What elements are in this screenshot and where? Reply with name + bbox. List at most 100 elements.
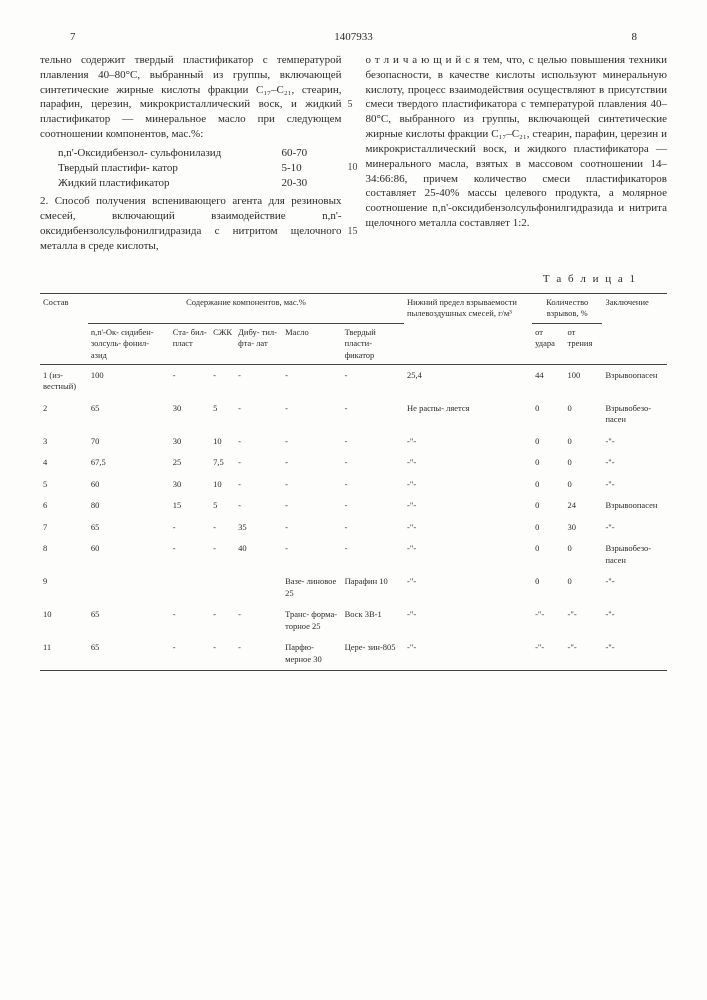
table-cell: 60 [88,538,170,571]
table-label: Т а б л и ц а 1 [40,272,637,287]
table-cell: Взрывобезо- пасен [602,398,667,431]
table-cell: 10 [40,604,88,637]
table-cell: 100 [88,365,170,398]
th-e1: от удара [532,323,564,364]
table-cell: 0 [532,538,564,571]
table-cell: -"- [404,517,532,538]
table-cell: -"- [404,452,532,473]
table-row: 1 (из- вестный)100-----25,444100Взрывооп… [40,365,667,398]
table-cell: 4 [40,452,88,473]
table-cell: - [235,365,282,398]
doc-number: 1407933 [334,30,373,45]
table-cell: - [342,398,404,431]
table-cell: 0 [532,431,564,452]
table-cell: Транс- форма- торное 25 [282,604,341,637]
table-cell: 0 [565,571,603,604]
table-cell: -"- [602,604,667,637]
table-cell: 5 [210,398,235,431]
table-cell: 0 [532,398,564,431]
table-cell: 0 [532,452,564,473]
comp-value: 20-30 [282,176,342,191]
page-num-right: 8 [632,30,638,45]
table-cell: - [342,431,404,452]
table-cell: - [342,452,404,473]
table-cell: 0 [565,474,603,495]
left-para-1: тельно содержит твердый пластификатор с … [40,53,342,142]
table-cell: 0 [532,474,564,495]
th-sostav: Состав [40,293,88,364]
table-cell: - [282,474,341,495]
table-cell: Цере- зин-805 [342,637,404,670]
table-cell: -"- [404,637,532,670]
table-cell: - [282,517,341,538]
th-concl: Заключение [602,293,667,364]
table-cell: -"- [404,474,532,495]
table-cell: - [235,452,282,473]
table-cell: 70 [88,431,170,452]
th-c3: СЖК [210,323,235,364]
table-cell: -"- [602,452,667,473]
table-cell: - [170,637,210,670]
table-cell: Вазе- линовое 25 [282,571,341,604]
table-cell: Взрывоопасен [602,495,667,516]
th-c2: Ста- бил- пласт [170,323,210,364]
table-cell: - [282,431,341,452]
table-cell: -"- [565,637,603,670]
right-para: о т л и ч а ю щ и й с я тем, что, с цель… [366,53,668,231]
table-cell: -"- [404,604,532,637]
table-cell: - [210,517,235,538]
table-cell: - [170,517,210,538]
table-cell: 11 [40,637,88,670]
table-cell: 0 [565,431,603,452]
table-cell: - [342,517,404,538]
table-cell: - [342,538,404,571]
table-row: 1165---Парфю- мерное 30Цере- зин-805-"--… [40,637,667,670]
table-cell: 30 [170,431,210,452]
table-cell: -"- [532,637,564,670]
table-row: 265305---Не распы- ляется00Взрывобезо- п… [40,398,667,431]
th-c6: Твердый пласти- фикатор [342,323,404,364]
table-row: 467,5257,5----"-00-"- [40,452,667,473]
left-para-2: 2. Способ получения вспенивающего агента… [40,194,342,253]
table-row: 765--35---"-030-"- [40,517,667,538]
table-cell: - [210,637,235,670]
table-cell: 15 [170,495,210,516]
table-cell: 1 (из- вестный) [40,365,88,398]
table-cell: 0 [565,398,603,431]
table-cell: 67,5 [88,452,170,473]
table-row: 1065---Транс- форма- торное 25Воск 3В-1-… [40,604,667,637]
table-cell: - [210,538,235,571]
table-row: 9Вазе- линовое 25Парафин 10-"-00-"- [40,571,667,604]
data-table: Состав Содержание компонентов, мас.% Ниж… [40,293,667,671]
table-cell: 25,4 [404,365,532,398]
table-cell: 25 [170,452,210,473]
table-cell: - [235,474,282,495]
comp-row: n,n'-Оксидибензол- сульфонилазид 60-70 [58,146,342,161]
mark-15: 15 [348,225,358,239]
table-body: 1 (из- вестный)100-----25,444100Взрывооп… [40,365,667,671]
comp-value: 60-70 [282,146,342,161]
table-cell: 0 [565,538,603,571]
table-cell: - [282,365,341,398]
table-cell: 5 [40,474,88,495]
table-cell: -"- [532,604,564,637]
table-cell: - [282,538,341,571]
table-cell: 0 [532,517,564,538]
table-cell: 30 [170,398,210,431]
th-c5: Масло [282,323,341,364]
table-cell: 65 [88,604,170,637]
th-limit: Нижний предел взрываемости пылевоздушных… [404,293,532,364]
table-cell: 6 [40,495,88,516]
table-cell: 30 [170,474,210,495]
table-cell: 30 [565,517,603,538]
table-cell: - [170,538,210,571]
table-cell: 35 [235,517,282,538]
table-cell [88,571,170,604]
table-cell: 7 [40,517,88,538]
table-cell: 80 [88,495,170,516]
table-cell: -"- [602,474,667,495]
mark-5: 5 [348,98,358,112]
table-cell: 2 [40,398,88,431]
table-cell: Взрывоопасен [602,365,667,398]
table-cell: -"- [602,431,667,452]
